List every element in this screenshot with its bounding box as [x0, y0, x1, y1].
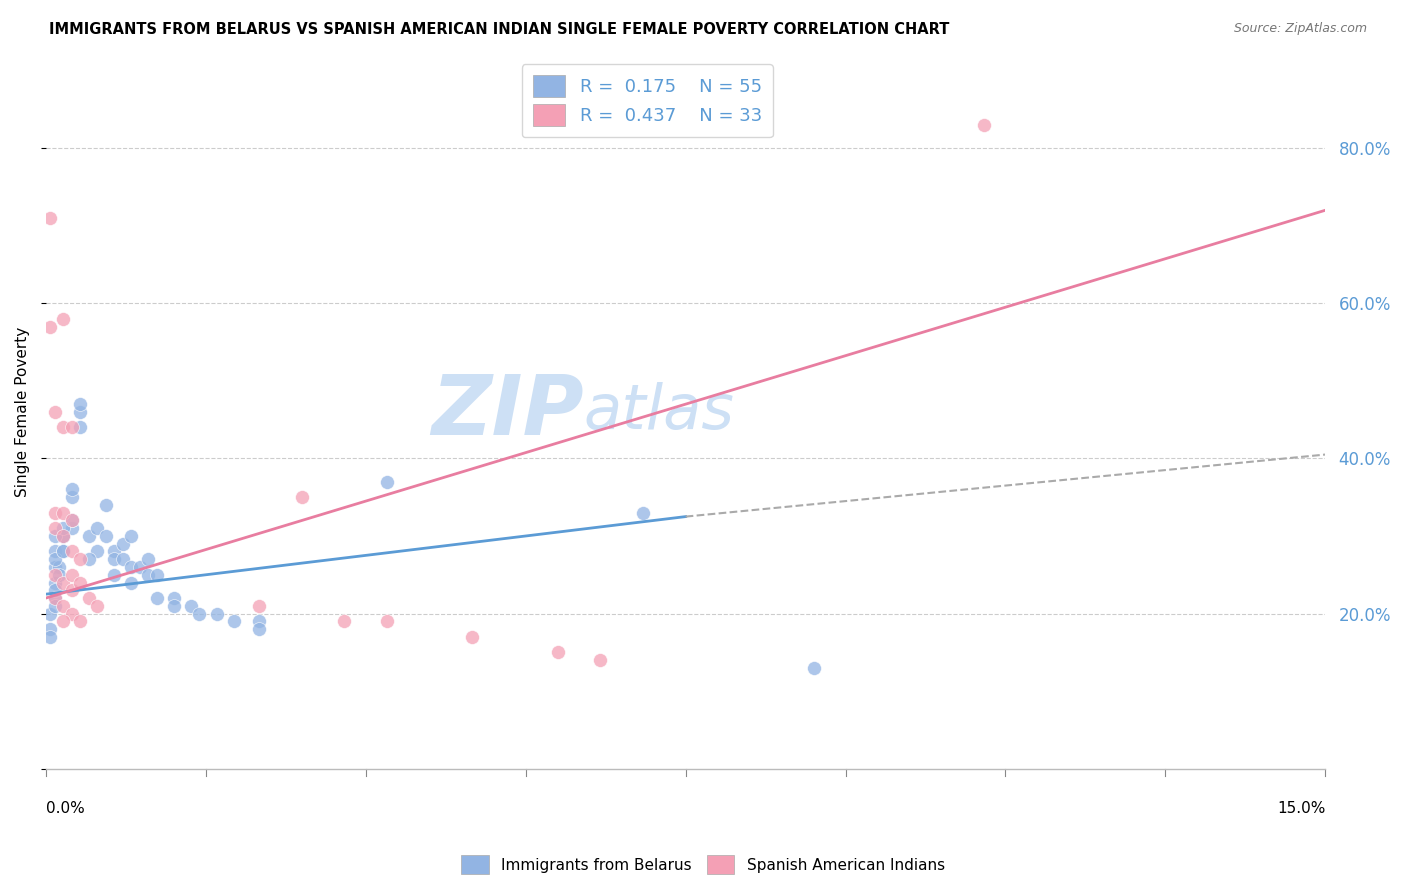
Point — [60, 513, 83, 527]
Point — [44, 575, 66, 590]
Point — [94, 498, 117, 512]
Point — [60, 483, 83, 497]
Point — [86, 599, 108, 613]
Point — [103, 544, 125, 558]
Point — [120, 529, 142, 543]
Point — [163, 591, 186, 605]
Point — [60, 521, 83, 535]
Point — [631, 506, 654, 520]
Point — [52, 575, 75, 590]
Point — [120, 560, 142, 574]
Y-axis label: Single Female Poverty: Single Female Poverty — [15, 326, 30, 497]
Point — [44, 506, 66, 520]
Point — [69, 420, 91, 434]
Text: atlas: atlas — [583, 382, 734, 442]
Text: Source: ZipAtlas.com: Source: ZipAtlas.com — [1233, 22, 1367, 36]
Point — [973, 118, 995, 132]
Point — [103, 552, 125, 566]
Point — [39, 319, 62, 334]
Point — [44, 583, 66, 598]
Point — [48, 567, 70, 582]
Point — [69, 405, 91, 419]
Point — [60, 544, 83, 558]
Point — [52, 615, 75, 629]
Point — [247, 615, 270, 629]
Point — [60, 490, 83, 504]
Point — [146, 567, 169, 582]
Point — [52, 529, 75, 543]
Point — [44, 591, 66, 605]
Point — [44, 599, 66, 613]
Point — [69, 575, 91, 590]
Point — [52, 599, 75, 613]
Point — [205, 607, 228, 621]
Point — [188, 607, 211, 621]
Point — [39, 622, 62, 636]
Point — [103, 567, 125, 582]
Point — [111, 537, 134, 551]
Point — [44, 591, 66, 605]
Point — [44, 529, 66, 543]
Point — [69, 397, 91, 411]
Point — [52, 529, 75, 543]
Point — [52, 529, 75, 543]
Point — [39, 630, 62, 644]
Point — [589, 653, 612, 667]
Point — [77, 529, 100, 543]
Point — [180, 599, 202, 613]
Point — [247, 622, 270, 636]
Point — [44, 560, 66, 574]
Point — [86, 544, 108, 558]
Point — [163, 599, 186, 613]
Point — [52, 544, 75, 558]
Point — [60, 420, 83, 434]
Point — [94, 529, 117, 543]
Point — [111, 552, 134, 566]
Point — [52, 311, 75, 326]
Legend: R =  0.175    N = 55, R =  0.437    N = 33: R = 0.175 N = 55, R = 0.437 N = 33 — [522, 64, 773, 137]
Point — [60, 513, 83, 527]
Text: 15.0%: 15.0% — [1277, 801, 1326, 816]
Point — [128, 560, 150, 574]
Point — [60, 567, 83, 582]
Point — [375, 475, 398, 489]
Point — [39, 607, 62, 621]
Point — [547, 645, 569, 659]
Point — [86, 521, 108, 535]
Point — [60, 607, 83, 621]
Text: ZIP: ZIP — [430, 371, 583, 452]
Point — [44, 405, 66, 419]
Point — [247, 599, 270, 613]
Point — [77, 552, 100, 566]
Point — [333, 615, 356, 629]
Point — [44, 521, 66, 535]
Text: 0.0%: 0.0% — [46, 801, 84, 816]
Point — [52, 521, 75, 535]
Point — [52, 544, 75, 558]
Point — [52, 420, 75, 434]
Point — [44, 567, 66, 582]
Point — [60, 583, 83, 598]
Point — [375, 615, 398, 629]
Point — [69, 552, 91, 566]
Legend: Immigrants from Belarus, Spanish American Indians: Immigrants from Belarus, Spanish America… — [456, 849, 950, 880]
Point — [77, 591, 100, 605]
Point — [48, 560, 70, 574]
Point — [69, 615, 91, 629]
Point — [120, 575, 142, 590]
Point — [44, 552, 66, 566]
Point — [52, 506, 75, 520]
Point — [222, 615, 245, 629]
Point — [461, 630, 484, 644]
Point — [44, 544, 66, 558]
Text: IMMIGRANTS FROM BELARUS VS SPANISH AMERICAN INDIAN SINGLE FEMALE POVERTY CORRELA: IMMIGRANTS FROM BELARUS VS SPANISH AMERI… — [49, 22, 949, 37]
Point — [803, 661, 825, 675]
Point — [146, 591, 169, 605]
Point — [136, 552, 159, 566]
Point — [136, 567, 159, 582]
Point — [39, 211, 62, 225]
Point — [291, 490, 314, 504]
